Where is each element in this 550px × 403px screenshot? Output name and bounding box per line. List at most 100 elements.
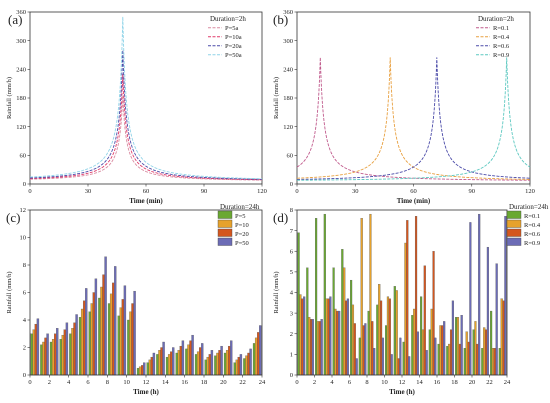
y-tick-label: 4 (290, 290, 294, 297)
y-tick-label: 60 (287, 153, 294, 160)
legend-entry: R=0.4 (493, 34, 510, 41)
bar-R=0.1-20 (463, 348, 466, 376)
bar-R=0.9-12 (399, 337, 402, 376)
y-tick-label: 0 (23, 181, 26, 188)
bar-P=50-19 (210, 350, 214, 376)
bar-R=0.6-24 (502, 300, 505, 376)
series-line-R=0.1 (296, 57, 530, 181)
x-tick-label: 4 (67, 379, 71, 386)
bar-R=0.9-24 (504, 216, 507, 376)
x-tick-label: 0 (295, 188, 298, 195)
x-axis-label: Time (min) (129, 197, 163, 205)
bar-P=20-5 (73, 322, 76, 376)
bar-P=20-24 (257, 332, 260, 376)
bar-R=0.1-15 (420, 296, 423, 376)
x-tick-label: 2 (313, 379, 316, 386)
bar-P=10-11 (129, 311, 132, 376)
bar-R=0.4-13 (404, 242, 407, 376)
y-tick-label: 0 (23, 372, 26, 379)
y-tick-label: 300 (16, 38, 26, 45)
bar-R=0.9-5 (338, 310, 341, 376)
bar-P=50-23 (249, 348, 252, 376)
bar-R=0.9-13 (408, 356, 411, 376)
bar-R=0.6-22 (484, 329, 488, 376)
bar-R=0.4-7 (351, 304, 355, 376)
bar-R=0.4-4 (325, 298, 328, 376)
bar-P=20-21 (228, 345, 231, 376)
bar-P=20-17 (189, 340, 192, 376)
x-tick-label: 12 (399, 379, 406, 386)
bar-R=0.9-11 (390, 354, 393, 376)
bar-R=0.1-23 (490, 310, 493, 376)
bar-P=50-14 (162, 341, 165, 376)
bar-R=0.6-10 (379, 300, 383, 376)
bar-P=50-18 (201, 343, 204, 376)
bar-R=0.1-13 (402, 341, 405, 376)
bar-P=20-7 (92, 292, 96, 376)
bar-P=10-6 (80, 308, 84, 376)
bar-R=0.9-9 (373, 348, 376, 376)
bar-P=10-15 (167, 354, 171, 376)
bar-P=5-10 (117, 315, 120, 376)
x-tick-label: 14 (416, 379, 423, 386)
y-tick-label: 7 (290, 228, 294, 235)
series-line-P=50a (29, 16, 263, 180)
y-tick-label: 60 (20, 153, 27, 160)
bar-P=20-16 (179, 345, 183, 376)
x-tick-label: 120 (525, 188, 535, 195)
bar-P=5-12 (136, 367, 140, 376)
y-tick-label: 10 (20, 235, 27, 242)
y-tick-label: 6 (23, 290, 27, 297)
y-tick-label: 240 (283, 67, 293, 74)
bar-R=0.6-12 (397, 358, 400, 376)
bar-R=0.1-18 (446, 345, 449, 376)
x-tick-label: 0 (28, 379, 31, 386)
bar-P=10-7 (90, 303, 93, 376)
bar-R=0.4-5 (334, 308, 337, 376)
x-tick-label: 20 (220, 379, 227, 386)
bar-R=0.9-21 (478, 213, 481, 376)
y-tick-label: 360 (16, 9, 26, 16)
legend-entry: R=0.1 (524, 213, 540, 220)
bar-R=0.9-22 (486, 246, 489, 376)
legend-entry: R=0.9 (493, 52, 509, 59)
bar-R=0.9-6 (346, 298, 349, 376)
bar-R=0.6-15 (423, 265, 426, 376)
y-tick-label: 120 (16, 124, 26, 131)
bar-P=20-2 (44, 337, 47, 376)
bar-P=50-5 (75, 314, 78, 376)
bar-R=0.4-20 (465, 331, 468, 376)
y-tick-label: 120 (283, 124, 293, 131)
x-tick-label: 4 (330, 379, 334, 386)
x-tick-label: 120 (257, 188, 267, 195)
bar-R=0.4-1 (299, 294, 302, 376)
x-tick-label: 30 (85, 188, 92, 195)
bar-P=10-1 (32, 329, 35, 376)
bar-P=20-10 (121, 299, 125, 376)
legend-entry: P=50a (225, 52, 242, 59)
legend-title: Duration=2h (210, 15, 246, 23)
legend-swatch (506, 237, 522, 246)
bar-P=20-1 (34, 323, 38, 376)
bar-R=0.4-2 (308, 317, 311, 376)
bar-P=20-11 (131, 303, 134, 376)
bar-P=10-16 (177, 350, 180, 376)
bar-R=0.9-8 (364, 323, 367, 376)
bar-P=5-21 (223, 352, 227, 376)
bar-P=50-9 (114, 266, 117, 376)
bar-P=5-18 (194, 354, 198, 376)
x-axis-label: Time (h) (389, 388, 415, 396)
x-tick-label: 12 (143, 379, 150, 386)
y-axis-label: Rainfall (mm/h) (273, 271, 280, 313)
bar-R=0.9-3 (320, 319, 323, 376)
bar-P=20-14 (160, 347, 163, 376)
bar-R=0.1-1 (297, 232, 300, 376)
bar-P=5-13 (146, 362, 149, 376)
series-line-P=20a (29, 50, 263, 180)
bar-P=20-8 (102, 274, 105, 376)
bar-P=10-4 (61, 334, 64, 376)
bar-P=20-4 (63, 329, 67, 376)
legend-entry: P=5 (235, 213, 246, 220)
bar-R=0.4-8 (360, 218, 363, 376)
bar-R=0.1-5 (332, 267, 335, 376)
